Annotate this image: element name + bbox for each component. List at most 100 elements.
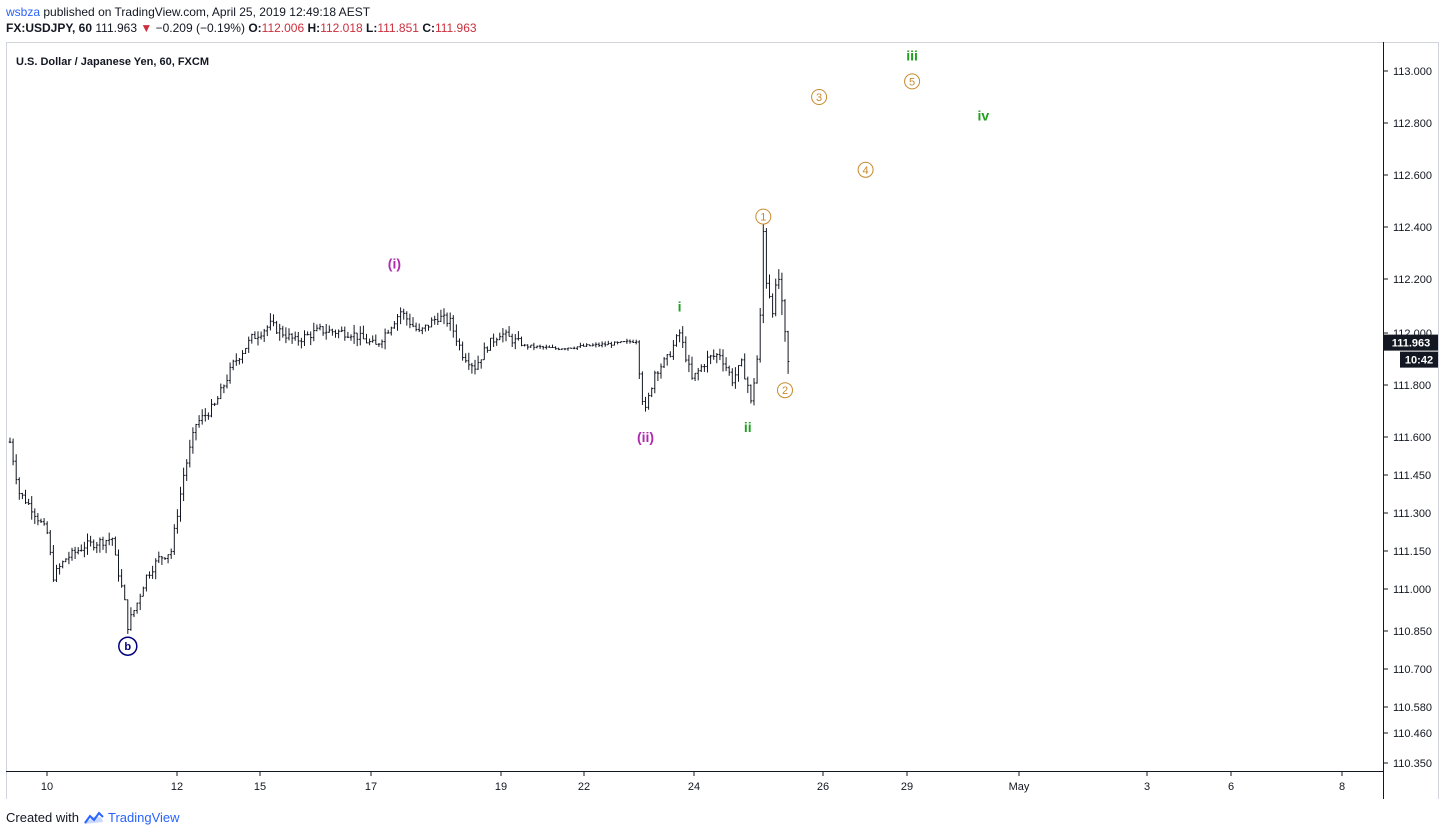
ohlc-bar <box>138 593 142 611</box>
ohlc-bar <box>758 307 762 363</box>
price-tick-label: 112.200 <box>1393 274 1432 286</box>
ohlc-bar <box>560 348 564 350</box>
ohlc-bar <box>228 362 232 384</box>
ohlc-bar <box>64 558 68 563</box>
ohlc-bar <box>349 334 353 341</box>
ohlc-bar <box>309 331 312 346</box>
wave-circle-label: 4 <box>857 161 874 178</box>
price-tick-label: 110.850 <box>1393 626 1432 638</box>
ohlc-bar <box>718 348 722 361</box>
price-tick-label: 111.150 <box>1393 546 1431 558</box>
ohlc-bar <box>200 409 204 425</box>
ohlc-bar <box>278 323 281 341</box>
ohlc-bar <box>107 532 111 546</box>
ohlc-bar <box>58 563 61 575</box>
ohlc-bar <box>145 574 148 592</box>
ohlc-bar <box>526 344 529 350</box>
ohlc-bar <box>545 344 548 350</box>
ohlc-bar <box>275 320 278 334</box>
ohlc-bar <box>582 343 585 347</box>
ohlc-bar <box>11 438 15 466</box>
ohlc-bar <box>650 387 653 398</box>
publish-line: wsbza published on TradingView.com, Apri… <box>6 4 477 20</box>
wave-circle-text: b <box>124 641 131 653</box>
wave-label: (ii) <box>637 429 654 445</box>
ohlc-bar <box>665 354 669 366</box>
ohlc-bar <box>510 333 514 348</box>
ohlc-bar <box>92 539 95 551</box>
ohlc-bar <box>470 362 474 374</box>
ohlc-bar <box>417 323 421 333</box>
ohlc-bar <box>303 330 306 346</box>
ohlc-bar <box>709 354 712 365</box>
ohlc-bar <box>315 324 319 332</box>
price-tick-label: 112.800 <box>1393 118 1432 130</box>
wave-label: iv <box>978 107 990 123</box>
wave-circle-text: 5 <box>909 76 915 88</box>
ohlc-bar <box>780 272 784 316</box>
ohlc-bar <box>8 437 12 444</box>
ohlc-bar <box>120 569 123 588</box>
ohlc-bar <box>244 347 247 354</box>
ohlc-bar <box>752 377 756 406</box>
ohlc-bar <box>337 329 340 339</box>
wave-circle-text: 1 <box>760 212 766 224</box>
ohlc-bar <box>324 323 328 340</box>
ohlc-bar <box>762 222 765 324</box>
ohlc-bar <box>24 489 27 504</box>
ohlc-bar <box>157 551 161 564</box>
tradingview-logo[interactable]: TradingView <box>83 810 180 825</box>
ohlc-bar <box>374 334 378 345</box>
ohlc-bar <box>455 324 458 346</box>
ohlc-bar <box>197 415 201 428</box>
ohlc-bar <box>135 602 139 614</box>
ohlc-bar <box>783 299 787 342</box>
ohlc-bar <box>442 308 446 325</box>
ohlc-bar <box>520 336 523 347</box>
ohlc-bar <box>188 439 192 468</box>
ohlc-bar <box>67 551 71 565</box>
ohlc-bars <box>8 222 790 634</box>
ohlc-bar <box>771 293 774 318</box>
ohlc-bar <box>749 384 753 404</box>
ohlc-bar <box>83 541 86 558</box>
ohlc-bar <box>166 554 170 564</box>
low-value: 111.851 <box>377 21 419 35</box>
ohlc-bar <box>281 325 285 338</box>
ohlc-bar <box>693 372 697 382</box>
ohlc-bar <box>436 312 440 326</box>
ohlc-bar <box>176 509 179 534</box>
ohlc-bar <box>765 228 768 289</box>
price-tick-label: 113.000 <box>1393 66 1432 78</box>
ohlc-bar <box>607 340 610 346</box>
ohlc-bar <box>293 331 297 341</box>
ohlc-bar <box>421 327 424 335</box>
ohlc-bar <box>73 546 77 559</box>
ohlc-bar <box>42 518 46 526</box>
ohlc-bar <box>681 326 684 348</box>
ohlc-bar <box>21 492 24 500</box>
ohlc-bar <box>535 345 539 349</box>
wave-circle-label: 1 <box>755 208 772 225</box>
ohlc-bar <box>402 308 405 320</box>
ohlc-bar <box>712 349 715 360</box>
price-tick-label: 110.700 <box>1393 664 1432 676</box>
time-tick-label: 12 <box>171 781 183 793</box>
ohlc-bar <box>572 346 576 350</box>
ohlc-bar <box>603 341 607 347</box>
ohlc-bar <box>634 339 638 345</box>
ohlc-bar <box>700 364 703 373</box>
tradingview-cloud-icon <box>83 810 104 824</box>
ohlc-bar <box>297 332 300 346</box>
ohlc-bar <box>396 313 399 331</box>
chart-area[interactable]: U.S. Dollar / Japanese Yen, 60, FXCM 113… <box>6 42 1439 799</box>
footer: Created with TradingView <box>6 810 180 825</box>
ohlc-bar <box>362 325 365 340</box>
ohlc-bar <box>340 326 343 333</box>
ohlc-bar <box>235 353 238 366</box>
price-chart[interactable]: U.S. Dollar / Japanese Yen, 60, FXCM 113… <box>6 42 1439 799</box>
time-tick-label: 15 <box>254 781 266 793</box>
ohlc-bar <box>352 324 356 344</box>
author-link[interactable]: wsbza <box>6 5 41 19</box>
ohlc-bar <box>334 329 337 338</box>
